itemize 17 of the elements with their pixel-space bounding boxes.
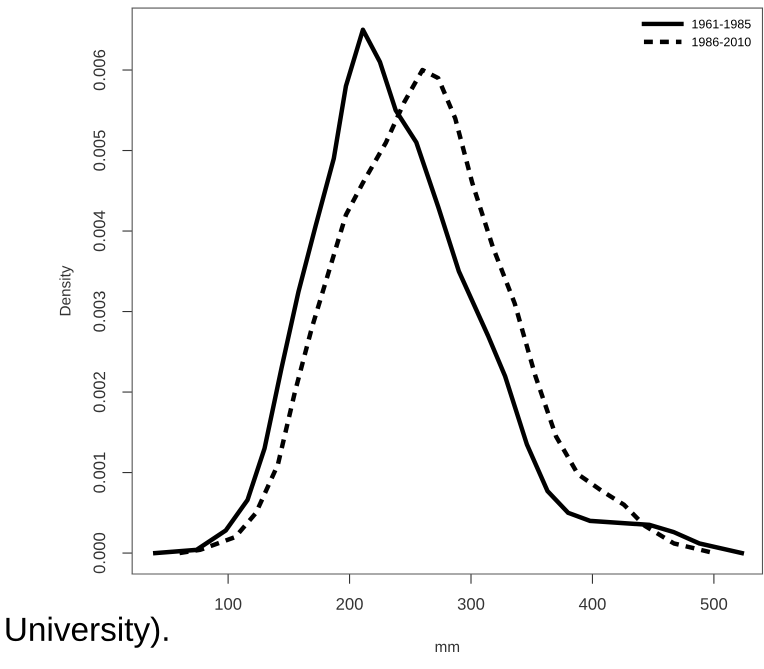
y-tick-label: 0.006 [93, 50, 106, 90]
x-tick-label: 500 [700, 598, 728, 610]
x-tick-label: 100 [215, 598, 242, 610]
y-axis-title: Density [59, 266, 74, 316]
y-tick-label: 0.001 [93, 452, 106, 493]
y-tick-label: 0.003 [93, 291, 106, 332]
y-tick-label: 0.005 [93, 130, 106, 171]
y-tick-label: 0.000 [93, 532, 106, 574]
y-tick-label: 0.002 [93, 372, 106, 412]
legend-label: 1986-2010 [692, 38, 751, 46]
x-tick-label: 200 [336, 598, 363, 610]
x-tick-label: 400 [578, 598, 606, 610]
x-axis-title: mm [436, 644, 460, 652]
x-tick-label: 300 [458, 598, 484, 610]
text: University). [6, 616, 168, 648]
legend-label: 1961-1985 [692, 20, 751, 28]
y-tick-label: 0.004 [93, 210, 106, 252]
